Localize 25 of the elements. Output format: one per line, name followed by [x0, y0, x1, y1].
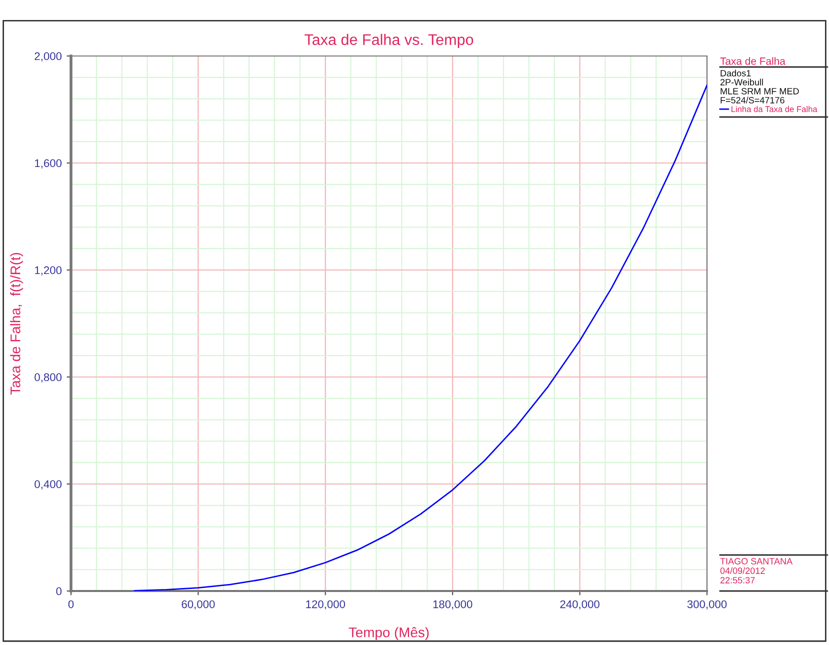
- y-axis-title: Taxa de Falha, f(t)/R(t): [10, 252, 24, 395]
- text: 04/09/2012: [720, 567, 765, 574]
- y-tick-label: 0,800: [34, 373, 62, 382]
- y-tick-label: 1,600: [35, 159, 62, 168]
- x-tick-label: 120,000: [306, 600, 346, 610]
- y-tick-label: 1,200: [35, 266, 62, 276]
- y-tick-label: 0: [56, 587, 62, 596]
- x-axis-title: Tempo (Mês): [348, 627, 429, 640]
- text: 2P-Weibull: [720, 78, 763, 86]
- chart-title: Taxa de Falha vs. Tempo: [304, 34, 474, 48]
- legend-label: Linha da Taxa de Falha: [732, 106, 818, 112]
- text: Dados1: [720, 70, 751, 76]
- line-series: [134, 84, 707, 591]
- text: MLE SRM MF MED: [720, 88, 799, 94]
- x-tick-label: 300,000: [687, 600, 727, 610]
- legend-title: Taxa de Falha: [720, 57, 786, 65]
- x-tick-label: 0: [68, 600, 74, 608]
- text: TIAGO SANTANA: [720, 558, 793, 564]
- text: 22:55:37: [720, 577, 755, 584]
- x-tick-label: 240,000: [560, 600, 600, 610]
- x-tick-label: 60,000: [182, 600, 215, 610]
- y-tick-label: 0,400: [34, 480, 62, 490]
- text: F=524/S=47176: [720, 96, 784, 104]
- x-tick-label: 180,000: [433, 600, 472, 610]
- y-tick-label: 2,000: [34, 52, 62, 62]
